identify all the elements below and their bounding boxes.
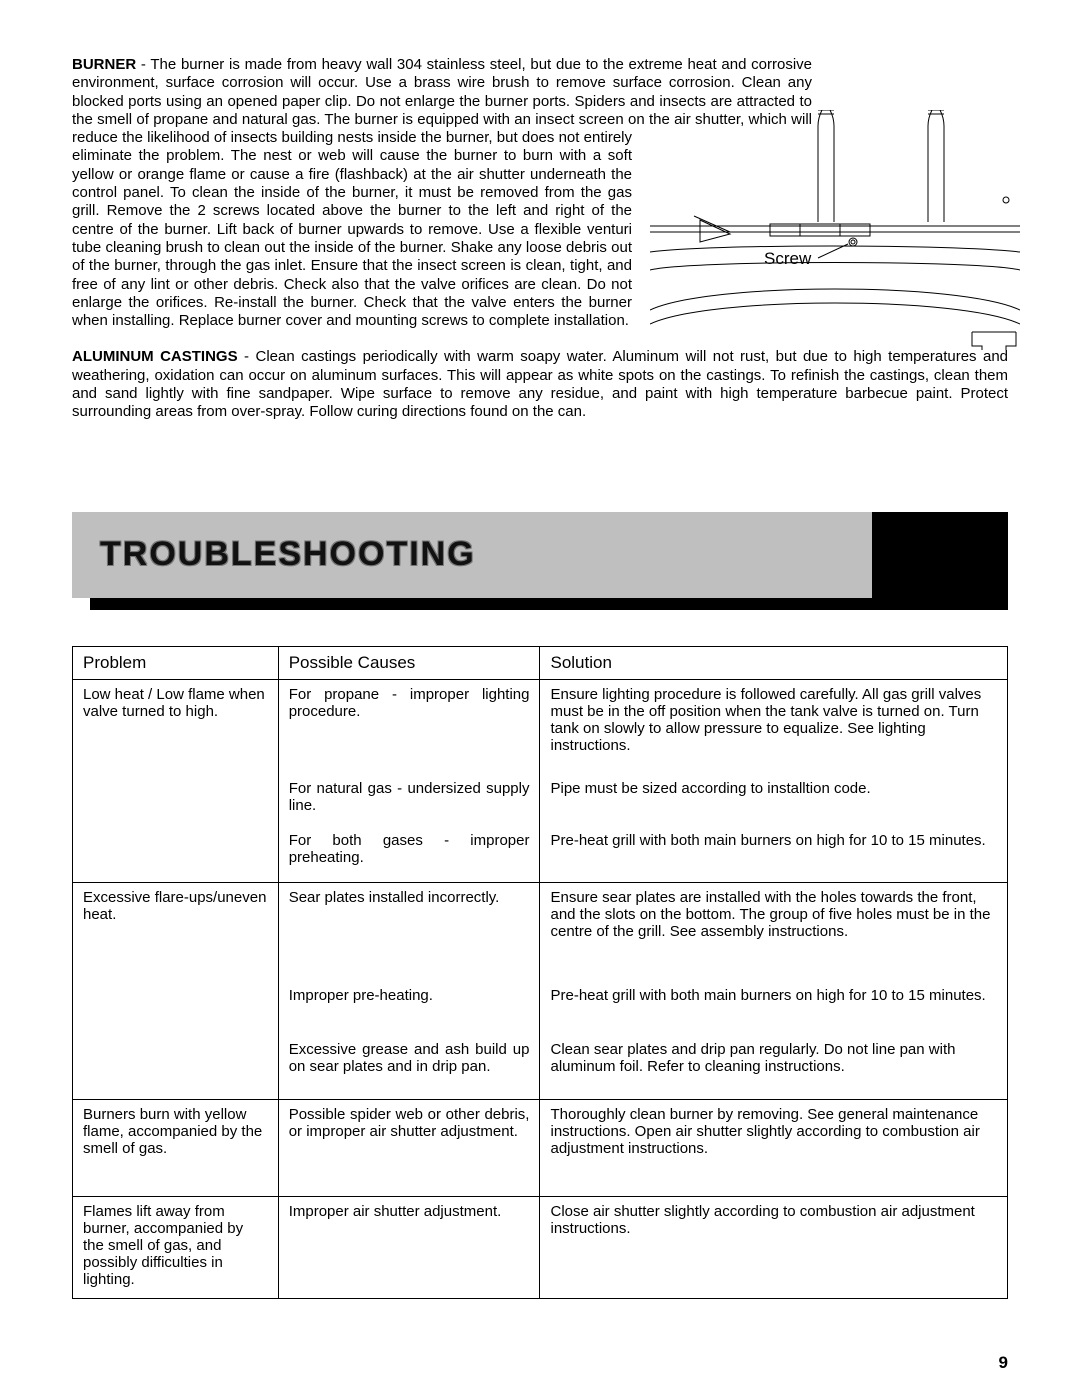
cause-text: For natural gas - undersized supply line… (289, 780, 530, 818)
burner-diagram: Screw (650, 110, 1020, 350)
aluminum-heading: ALUMINUM CASTINGS (72, 348, 238, 365)
cell-causes: Possible spider web or other debris, or … (278, 1099, 540, 1196)
cause-text: Sear plates installed incorrectly. (289, 889, 530, 973)
cell-solutions: Thoroughly clean burner by removing. See… (540, 1099, 1008, 1196)
cause-text: For propane - improper lighting procedur… (289, 686, 530, 766)
aluminum-paragraph: ALUMINUM CASTINGS - Clean castings perio… (72, 348, 1008, 421)
cause-text: Improper air shutter adjustment. (289, 1203, 530, 1251)
cell-problem: Excessive flare-ups/uneven heat. (73, 882, 279, 1099)
troubleshooting-banner: TROUBLESHOOTING (72, 512, 1008, 610)
th-solution: Solution (540, 646, 1008, 679)
cause-text: Possible spider web or other debris, or … (289, 1106, 530, 1172)
banner-title: TROUBLESHOOTING (100, 535, 476, 574)
cell-problem: Burners burn with yellow flame, accompan… (73, 1099, 279, 1196)
cause-text: For both gases - improper preheating. (289, 832, 530, 872)
burner-text-rest: insects building nests inside the burner… (72, 129, 632, 329)
cause-text: Excessive grease and ash build up on sea… (289, 1041, 530, 1089)
troubleshooting-table: Problem Possible Causes Solution Low hea… (72, 646, 1008, 1299)
solution-text: Pre-heat grill with both main burners on… (550, 987, 997, 1027)
cell-causes: Improper air shutter adjustment. (278, 1196, 540, 1298)
table-row: Low heat / Low flame when valve turned t… (73, 679, 1008, 882)
cell-solutions: Ensure lighting procedure is followed ca… (540, 679, 1008, 882)
solution-text: Ensure lighting procedure is followed ca… (550, 686, 997, 766)
th-causes: Possible Causes (278, 646, 540, 679)
cell-problem: Flames lift away from burner, accompanie… (73, 1196, 279, 1298)
solution-text: Clean sear plates and drip pan regularly… (550, 1041, 997, 1089)
cell-solutions: Close air shutter slightly according to … (540, 1196, 1008, 1298)
solution-text: Close air shutter slightly according to … (550, 1203, 997, 1251)
table-row: Flames lift away from burner, accompanie… (73, 1196, 1008, 1298)
cause-text: Improper pre-heating. (289, 987, 530, 1027)
table-row: Burners burn with yellow flame, accompan… (73, 1099, 1008, 1196)
cell-problem: Low heat / Low flame when valve turned t… (73, 679, 279, 882)
burner-heading: BURNER (72, 56, 136, 73)
solution-text: Ensure sear plates are installed with th… (550, 889, 997, 973)
cell-causes: For propane - improper lighting procedur… (278, 679, 540, 882)
th-problem: Problem (73, 646, 279, 679)
solution-text: Thoroughly clean burner by removing. See… (550, 1106, 997, 1172)
page-number: 9 (999, 1353, 1008, 1373)
cell-causes: Sear plates installed incorrectly. Improp… (278, 882, 540, 1099)
diagram-screw-label: Screw (764, 249, 812, 268)
solution-text: Pipe must be sized according to installt… (550, 780, 997, 818)
solution-text: Pre-heat grill with both main burners on… (550, 832, 997, 872)
table-header-row: Problem Possible Causes Solution (73, 646, 1008, 679)
table-row: Excessive flare-ups/uneven heat.Sear pla… (73, 882, 1008, 1099)
cell-solutions: Ensure sear plates are installed with th… (540, 882, 1008, 1099)
